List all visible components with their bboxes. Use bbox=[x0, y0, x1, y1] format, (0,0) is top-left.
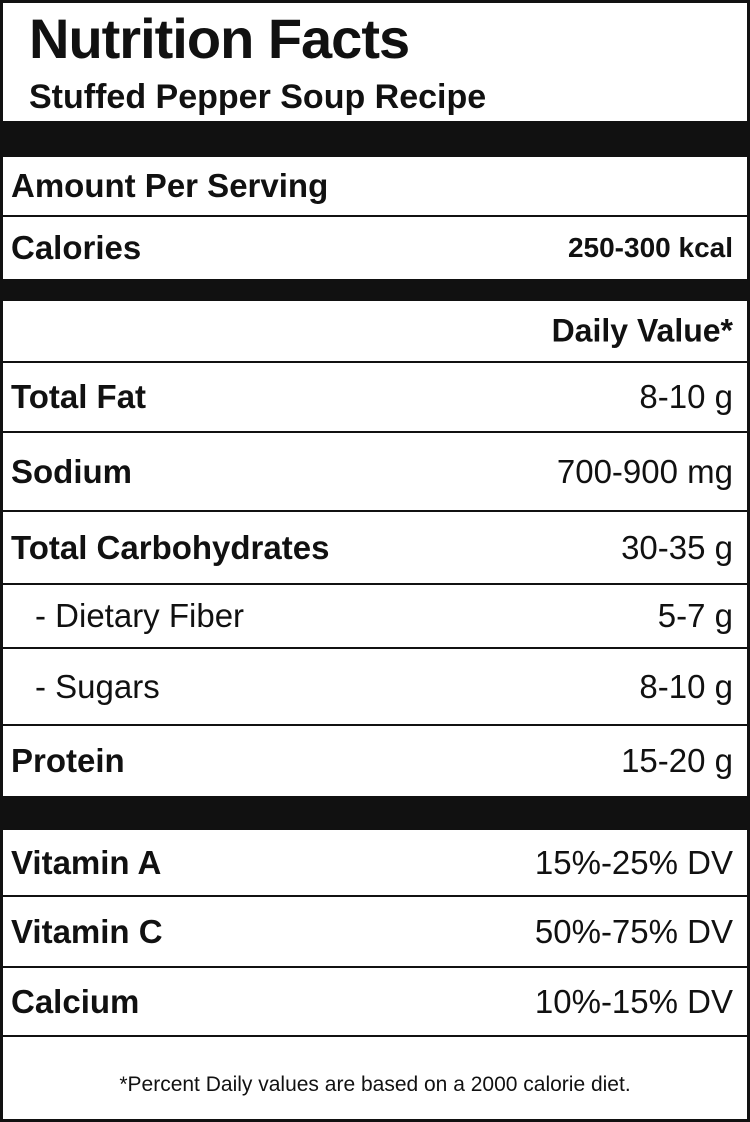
calories-label: Calories bbox=[11, 229, 142, 266]
vitamin-row: Vitamin C 50%-75% DV bbox=[3, 897, 747, 968]
calories-row: Calories 250-300 kcal bbox=[3, 217, 747, 279]
nutrient-row: Protein 15-20 g bbox=[3, 726, 747, 796]
amount-per-serving-row: Amount Per Serving bbox=[3, 157, 747, 217]
nutrient-sub-label: - Dietary Fiber bbox=[35, 597, 245, 634]
nutrient-label: Protein bbox=[11, 742, 125, 779]
nutrient-row: Total Fat 8-10 g bbox=[3, 363, 747, 433]
label-header: Nutrition Facts Stuffed Pepper Soup Reci… bbox=[3, 3, 747, 121]
vitamin-label: Vitamin C bbox=[11, 912, 163, 950]
nutrient-row: Sodium 700-900 mg bbox=[3, 433, 747, 512]
nutrient-value: 5-7 g bbox=[657, 597, 733, 634]
nutrient-value: 8-10 g bbox=[639, 667, 733, 705]
nutrient-value: 700-900 mg bbox=[556, 452, 733, 490]
nutrient-sub-label: - Sugars bbox=[35, 667, 160, 705]
amount-per-serving-label: Amount Per Serving bbox=[11, 167, 329, 204]
nutrient-subrow: - Sugars 8-10 g bbox=[3, 649, 747, 726]
vitamin-value: 50%-75% DV bbox=[534, 912, 733, 950]
nutrient-value: 15-20 g bbox=[621, 742, 733, 779]
nutrient-row: Total Carbohydrates 30-35 g bbox=[3, 512, 747, 585]
vitamin-label: Vitamin A bbox=[11, 843, 162, 881]
label-subtitle: Stuffed Pepper Soup Recipe bbox=[29, 78, 487, 116]
nutrient-label: Total Fat bbox=[11, 378, 147, 415]
daily-value-header: Daily Value* bbox=[551, 312, 733, 349]
nutrient-label: Sodium bbox=[11, 452, 132, 490]
daily-value-header-row: Daily Value* bbox=[3, 301, 747, 363]
thick-divider bbox=[3, 796, 747, 830]
vitamin-row: Vitamin A 15%-25% DV bbox=[3, 830, 747, 897]
calories-value: 250-300 kcal bbox=[567, 232, 733, 263]
nutrient-value: 8-10 g bbox=[639, 378, 733, 415]
nutrient-value: 30-35 g bbox=[621, 528, 733, 566]
vitamin-label: Calcium bbox=[11, 982, 140, 1020]
label-title: Nutrition Facts bbox=[29, 7, 410, 70]
vitamin-value: 10%-15% DV bbox=[534, 982, 733, 1020]
nutrient-subrow: - Dietary Fiber 5-7 g bbox=[3, 585, 747, 649]
vitamin-value: 15%-25% DV bbox=[534, 843, 733, 881]
nutrient-label: Total Carbohydrates bbox=[11, 528, 330, 566]
daily-value-footnote: *Percent Daily values are based on a 200… bbox=[119, 1073, 631, 1096]
thick-divider bbox=[3, 121, 747, 157]
medium-divider bbox=[3, 279, 747, 301]
vitamin-row: Calcium 10%-15% DV bbox=[3, 968, 747, 1037]
